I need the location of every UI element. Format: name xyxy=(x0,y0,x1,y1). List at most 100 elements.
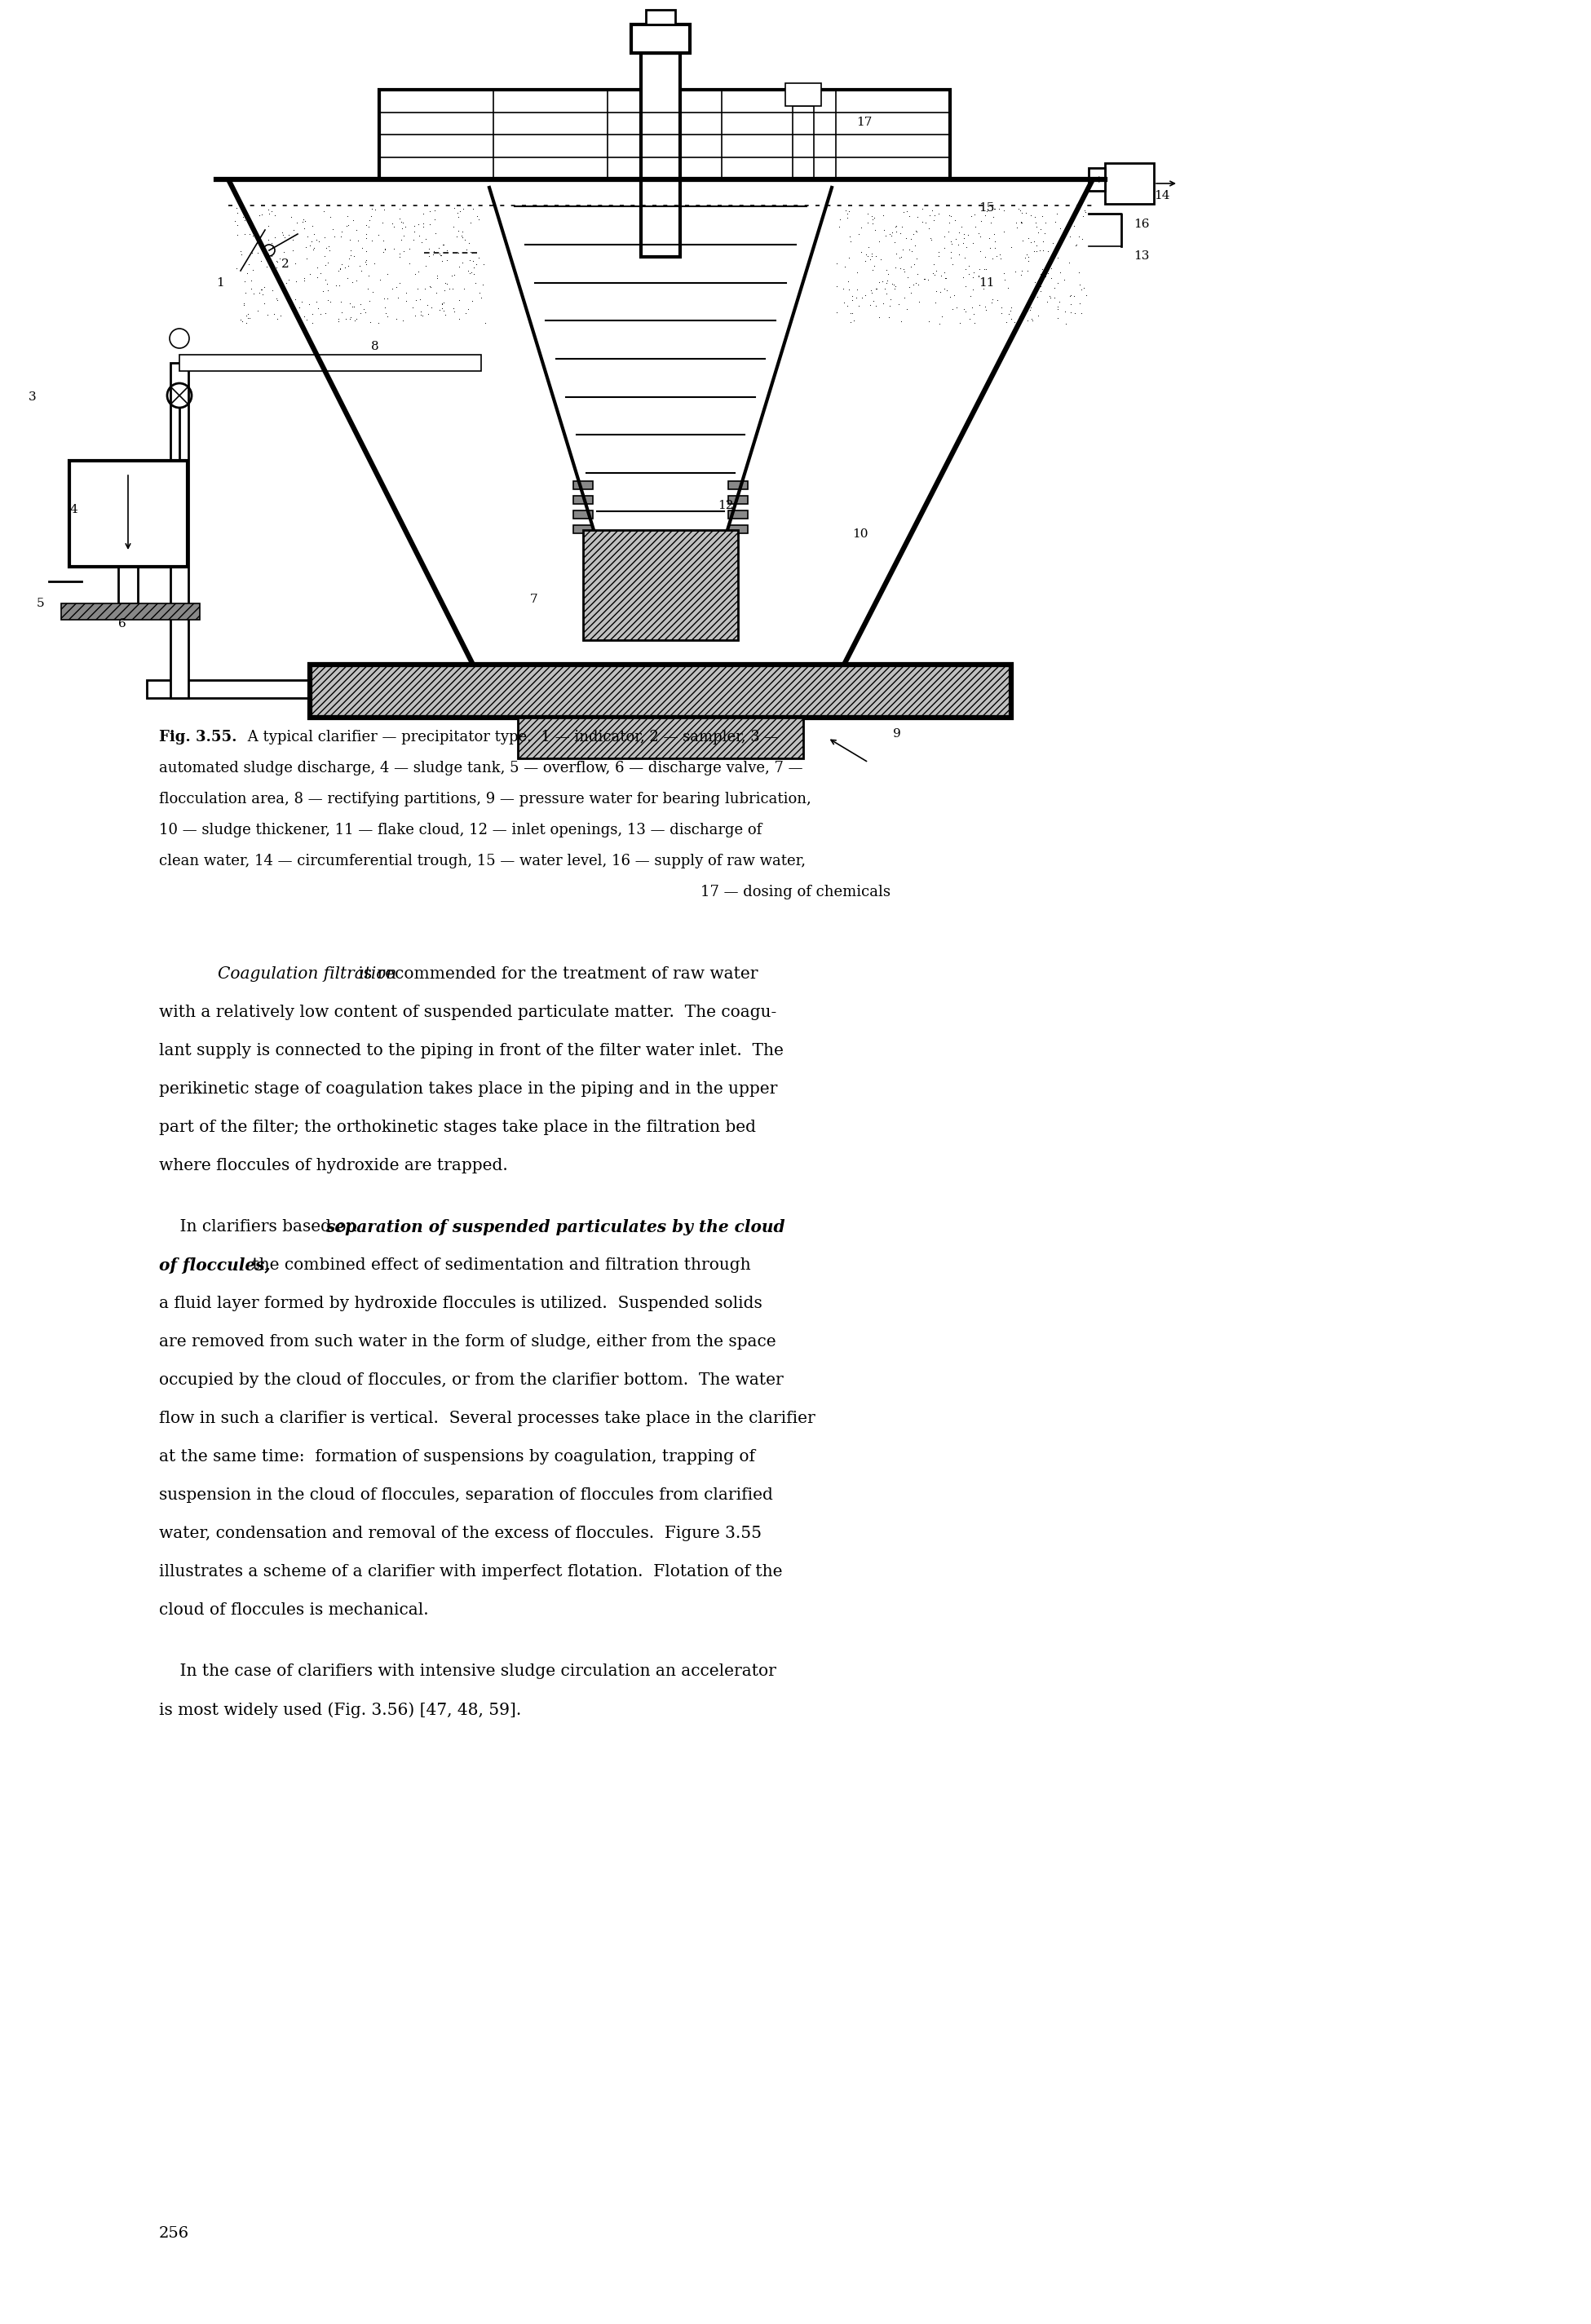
Point xyxy=(247,198,272,235)
Point xyxy=(969,202,994,239)
Point xyxy=(270,235,296,272)
Point xyxy=(870,263,896,300)
Point xyxy=(972,251,998,288)
Point xyxy=(449,218,474,256)
Point xyxy=(891,251,916,288)
Point xyxy=(850,279,875,316)
Text: lant supply is connected to the piping in front of the filter water inlet.  The: lant supply is connected to the piping i… xyxy=(159,1043,784,1057)
Point xyxy=(1036,256,1061,293)
Point xyxy=(1025,279,1050,316)
Point xyxy=(407,281,433,318)
Point xyxy=(452,221,477,258)
Point xyxy=(290,284,315,321)
Point xyxy=(412,270,438,307)
Text: is recommended for the treatment of raw water: is recommended for the treatment of raw … xyxy=(353,967,757,981)
Text: with a relatively low content of suspended particulate matter.  The coagu-: with a relatively low content of suspend… xyxy=(159,1004,776,1020)
Point xyxy=(223,202,248,239)
Point xyxy=(872,211,897,249)
Point xyxy=(380,230,406,267)
Point xyxy=(313,246,339,284)
Point xyxy=(932,270,958,307)
Point xyxy=(880,214,905,251)
Point xyxy=(966,258,991,295)
Text: a fluid layer formed by hydroxide floccules is utilized.  Suspended solids: a fluid layer formed by hydroxide floccu… xyxy=(159,1297,762,1311)
Point xyxy=(939,225,964,263)
Point xyxy=(455,251,480,288)
Point xyxy=(380,270,406,307)
Point xyxy=(854,205,880,242)
Point xyxy=(921,198,947,235)
Point xyxy=(336,198,361,235)
Point xyxy=(231,286,256,323)
Point xyxy=(293,202,318,239)
Point xyxy=(312,295,337,332)
Point xyxy=(339,263,364,300)
Point xyxy=(961,195,986,232)
Point xyxy=(442,188,468,225)
Point xyxy=(458,253,484,290)
Text: 7: 7 xyxy=(530,593,538,604)
Point xyxy=(264,228,290,265)
Point xyxy=(883,209,908,246)
Point xyxy=(234,297,259,335)
Point xyxy=(353,244,379,281)
Point xyxy=(873,265,899,302)
Point xyxy=(1006,191,1031,228)
Point xyxy=(263,198,288,235)
Point xyxy=(986,191,1012,228)
Point xyxy=(466,200,492,237)
Point xyxy=(889,230,915,267)
Text: is most widely used (Fig. 3.56) [47, 48, 59].: is most widely used (Fig. 3.56) [47, 48,… xyxy=(159,1701,522,1717)
Point xyxy=(251,270,277,307)
Text: clean water, 14 — circumferential trough, 15 — water level, 16 — supply of raw w: clean water, 14 — circumferential trough… xyxy=(159,853,805,869)
Point xyxy=(291,202,317,239)
Point xyxy=(460,284,485,321)
Point xyxy=(245,293,270,330)
Point xyxy=(996,295,1021,332)
Point xyxy=(932,260,958,297)
Point xyxy=(347,286,372,323)
Point xyxy=(410,205,436,242)
Point xyxy=(473,304,498,342)
Bar xyxy=(786,84,821,107)
Point xyxy=(447,193,473,230)
Bar xyxy=(646,9,675,26)
Point xyxy=(904,211,929,249)
Point xyxy=(904,198,929,235)
Point xyxy=(888,302,913,339)
Point xyxy=(886,286,912,323)
Point xyxy=(248,272,274,309)
Point xyxy=(1013,235,1039,272)
Point xyxy=(315,281,340,318)
Point xyxy=(848,232,873,270)
Point xyxy=(340,202,366,239)
Text: 5: 5 xyxy=(37,597,45,609)
Point xyxy=(1072,193,1098,230)
Point xyxy=(388,202,414,239)
Point xyxy=(415,286,441,323)
Point xyxy=(329,246,355,284)
Text: are removed from such water in the form of sludge, either from the space: are removed from such water in the form … xyxy=(159,1334,776,1350)
Point xyxy=(406,207,431,244)
Point xyxy=(955,216,980,253)
Point xyxy=(355,209,380,246)
Point xyxy=(337,297,363,335)
Point xyxy=(358,198,383,235)
Text: suspension in the cloud of floccules, separation of floccules from clarified: suspension in the cloud of floccules, se… xyxy=(159,1487,773,1504)
Point xyxy=(291,209,317,246)
Point xyxy=(1004,209,1029,246)
Point xyxy=(240,251,266,288)
Point xyxy=(897,221,923,258)
Point xyxy=(883,207,908,244)
Point xyxy=(353,216,379,253)
Point xyxy=(291,263,317,300)
Point xyxy=(444,218,469,256)
Point xyxy=(366,304,391,342)
Point xyxy=(932,230,958,267)
Point xyxy=(983,237,1009,274)
Text: part of the filter; the orthokinetic stages take place in the filtration bed: part of the filter; the orthokinetic sta… xyxy=(159,1120,756,1134)
Point xyxy=(337,300,363,337)
Point xyxy=(953,251,978,288)
Point xyxy=(228,232,253,270)
Text: Coagulation filtration: Coagulation filtration xyxy=(218,967,396,981)
